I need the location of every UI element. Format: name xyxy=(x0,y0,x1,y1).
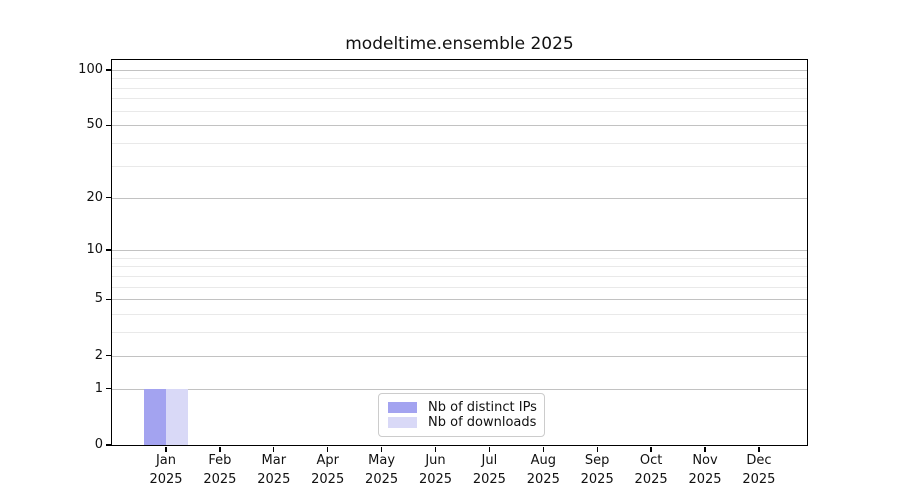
x-tick-label: Oct 2025 xyxy=(635,452,668,490)
x-tick-month: Sep xyxy=(584,453,610,468)
legend: Nb of distinct IPs Nb of downloads xyxy=(378,393,545,437)
x-tick-label: Dec 2025 xyxy=(742,452,775,490)
x-tick-month: Apr xyxy=(316,453,339,468)
x-tick-month: Feb xyxy=(208,453,232,468)
x-tick-mark xyxy=(380,446,383,452)
minor-gridline xyxy=(112,165,807,167)
plot-area: Nb of distinct IPs Nb of downloads 0 1 2 5 1… xyxy=(78,59,808,487)
minor-gridline xyxy=(112,257,807,259)
minor-gridline xyxy=(112,87,807,89)
x-tick-mark xyxy=(327,446,329,452)
y-tick-mark xyxy=(105,196,111,199)
x-tick-mark xyxy=(488,446,491,452)
legend-item-distinct-ips: Nb of distinct IPs xyxy=(388,400,537,415)
y-tick-mark xyxy=(105,444,111,446)
x-tick-mark xyxy=(704,446,706,452)
x-tick-year: 2025 xyxy=(580,471,614,487)
x-tick-label: Mar 2025 xyxy=(257,452,290,490)
y-tick-mark xyxy=(105,354,111,357)
x-tick-month: Dec xyxy=(746,453,772,468)
minor-gridline xyxy=(112,314,807,316)
x-tick-label: Nov 2025 xyxy=(688,452,721,490)
y-tick-label: 0 xyxy=(94,437,103,453)
y-tick-label: 1 xyxy=(94,380,103,396)
minor-gridline xyxy=(112,110,807,112)
x-tick-mark xyxy=(596,446,598,452)
x-tick-year: 2025 xyxy=(311,471,345,487)
y-tick-label: 100 xyxy=(78,62,103,78)
x-tick-year: 2025 xyxy=(742,471,776,487)
x-tick-label: Feb 2025 xyxy=(203,452,236,490)
x-tick-year: 2025 xyxy=(149,471,183,487)
x-tick-mark xyxy=(219,446,221,452)
x-tick-year: 2025 xyxy=(472,471,506,487)
legend-label-downloads: Nb of downloads xyxy=(428,415,537,430)
x-tick-year: 2025 xyxy=(257,471,291,487)
y-tick-label: 2 xyxy=(94,347,103,363)
x-tick-label: May 2025 xyxy=(365,452,398,490)
major-gridline xyxy=(112,355,807,357)
y-tick-mark xyxy=(105,124,111,127)
y-tick-label: 5 xyxy=(94,291,103,307)
x-tick-month: Mar xyxy=(261,453,287,468)
y-tick-label: 50 xyxy=(86,117,103,133)
bar-distinct-ips xyxy=(144,388,166,445)
x-tick-year: 2025 xyxy=(526,471,560,487)
y-tick-label: 20 xyxy=(86,189,103,205)
major-gridline xyxy=(112,69,807,71)
x-tick-mark xyxy=(434,446,437,452)
minor-gridline xyxy=(112,332,807,334)
y-tick-mark xyxy=(105,249,111,251)
minor-gridline xyxy=(112,286,807,288)
minor-gridline xyxy=(112,143,807,145)
x-tick-label: Jun 2025 xyxy=(419,452,452,490)
x-tick-label: Apr 2025 xyxy=(311,452,344,490)
y-tick-mark xyxy=(105,298,111,301)
x-tick-mark xyxy=(650,446,652,452)
x-tick-month: Jul xyxy=(481,453,498,468)
x-tick-month: May xyxy=(368,453,396,468)
x-tick-label: Sep 2025 xyxy=(581,452,614,490)
x-tick-label: Jul 2025 xyxy=(473,452,506,490)
x-tick-year: 2025 xyxy=(418,471,453,487)
x-tick-month: Aug xyxy=(530,453,556,468)
legend-swatch-distinct-ips xyxy=(388,402,417,413)
legend-swatch-downloads xyxy=(388,417,417,428)
major-gridline xyxy=(112,125,807,127)
x-tick-year: 2025 xyxy=(203,471,237,487)
x-tick-year: 2025 xyxy=(688,471,722,487)
minor-gridline xyxy=(112,98,807,100)
y-tick-mark xyxy=(105,69,111,71)
legend-item-downloads: Nb of downloads xyxy=(388,415,536,430)
x-tick-year: 2025 xyxy=(634,471,668,487)
x-tick-mark xyxy=(542,446,544,452)
x-tick-mark xyxy=(273,446,275,452)
y-tick-mark xyxy=(105,387,111,390)
minor-gridline xyxy=(112,275,807,277)
y-tick-label: 10 xyxy=(86,242,103,258)
x-tick-month: Nov xyxy=(692,453,718,468)
legend-label-distinct-ips: Nb of distinct IPs xyxy=(428,400,537,415)
minor-gridline xyxy=(112,78,807,80)
bar-downloads xyxy=(166,388,188,445)
major-gridline xyxy=(112,388,807,390)
x-tick-mark xyxy=(758,446,760,452)
x-tick-month: Oct xyxy=(639,453,663,468)
x-tick-label: Jan 2025 xyxy=(149,452,182,490)
x-tick-month: Jun xyxy=(425,453,446,468)
x-tick-mark xyxy=(165,446,167,452)
x-tick-month: Jan xyxy=(155,453,177,468)
x-tick-year: 2025 xyxy=(365,471,399,487)
chart-title: modeltime.ensemble 2025 xyxy=(345,34,574,54)
major-gridline xyxy=(112,299,807,301)
major-gridline xyxy=(112,197,807,199)
major-gridline xyxy=(112,250,807,252)
minor-gridline xyxy=(112,266,807,268)
x-tick-label: Aug 2025 xyxy=(527,452,560,490)
